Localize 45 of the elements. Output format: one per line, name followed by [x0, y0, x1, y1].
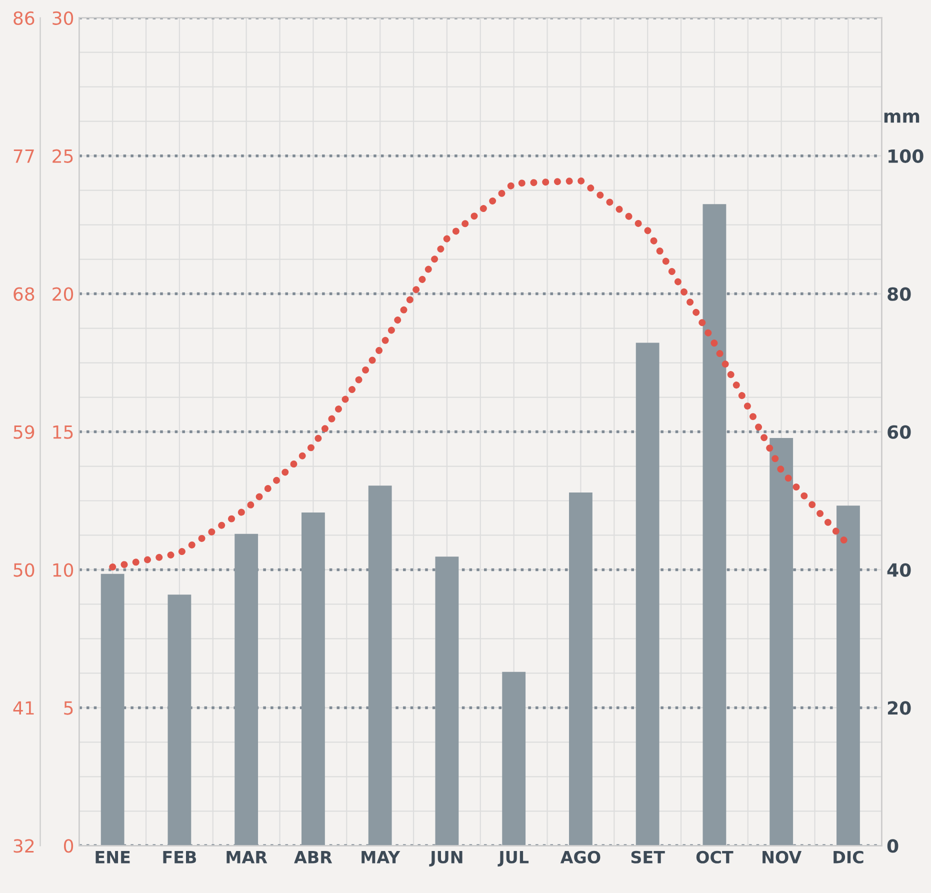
y2-tick-label: 0: [887, 839, 898, 853]
x-tick-label: NOV: [762, 850, 802, 864]
y3-tick-label: 77: [14, 150, 34, 163]
x-tick-label: ABR: [294, 851, 332, 864]
y2-axis-title: mm: [884, 112, 920, 123]
y3-tick-label: 59: [14, 425, 34, 439]
y3-tick-label: 68: [14, 287, 34, 301]
y-tick-label: 15: [53, 425, 73, 439]
y3-tick-label: 50: [14, 563, 34, 577]
x-tick-label: OCT: [696, 850, 734, 864]
bar: [636, 342, 660, 846]
y-tick-label: 20: [52, 287, 74, 301]
bar: [836, 506, 860, 846]
y2-tick-label: 40: [887, 563, 911, 577]
x-tick-label: JUN: [429, 851, 462, 867]
y-tick-label: 5: [64, 701, 73, 715]
y3-tick-label: 41: [13, 701, 34, 715]
x-tick-label: SET: [631, 850, 665, 864]
x-tick-label: AGO: [560, 850, 600, 864]
bar: [302, 512, 325, 846]
y3-tick-label: 86: [14, 11, 34, 25]
y2-tick-label: 60: [888, 425, 911, 439]
y-tick-label: 25: [52, 149, 73, 163]
y2-tick-label: 80: [888, 287, 911, 301]
y-tick-label: 0: [64, 839, 74, 853]
bar: [368, 486, 392, 846]
x-tick-label: MAY: [362, 851, 400, 864]
bar: [435, 556, 459, 846]
bar: [502, 672, 526, 846]
x-tick-label: JUL: [498, 851, 529, 867]
y-tick-label: 10: [53, 563, 74, 577]
y2-tick-label: 100: [888, 149, 924, 163]
bar: [168, 594, 192, 846]
x-tick-label: FEB: [163, 851, 196, 864]
y-tick-label: 30: [52, 11, 74, 25]
x-tick-label: ENE: [96, 851, 130, 864]
bar: [770, 438, 794, 846]
bar: [234, 534, 258, 846]
x-tick-label: MAR: [226, 851, 268, 864]
bar: [100, 574, 124, 846]
x-tick-label: DIC: [834, 850, 864, 864]
bar: [569, 492, 592, 846]
y2-tick-label: 20: [888, 701, 911, 715]
bar: [702, 204, 726, 846]
y3-tick-label: 32: [14, 839, 34, 853]
